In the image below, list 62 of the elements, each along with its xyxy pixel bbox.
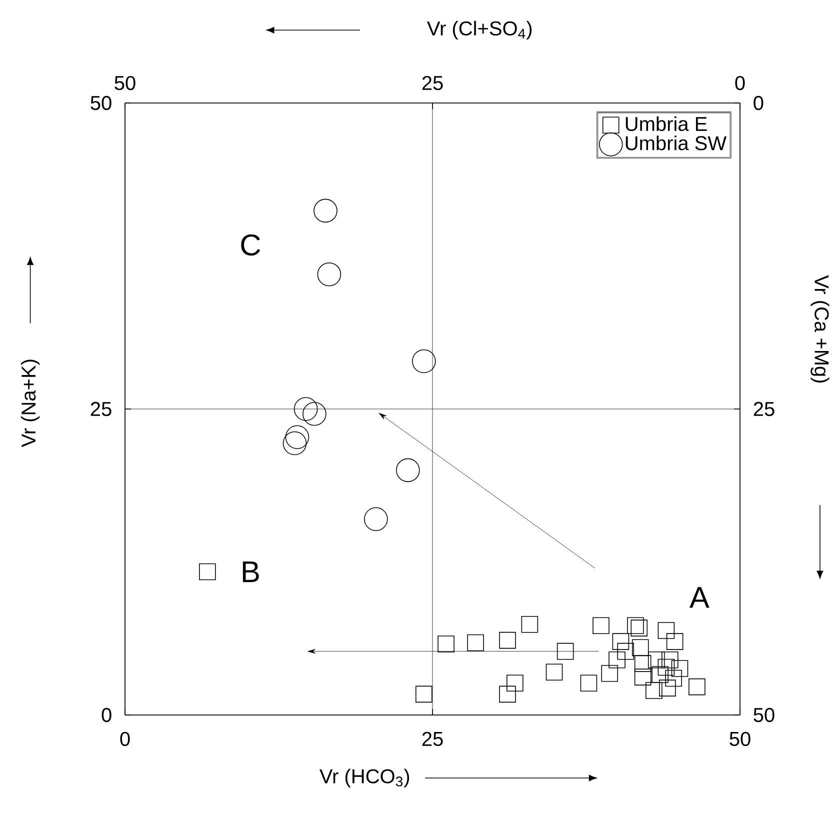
point: [521, 616, 538, 633]
x2-tick-label: 0: [735, 76, 745, 90]
y-tick-label: 50: [90, 96, 112, 110]
point: [396, 458, 420, 482]
point: [652, 666, 668, 683]
point: [506, 674, 524, 692]
point: [556, 642, 574, 660]
point: [199, 563, 216, 580]
y2-tick-label: 25: [754, 402, 774, 416]
x-tick-label: 50: [730, 732, 750, 746]
point: [617, 642, 634, 660]
legend-label: Umbria SW: [626, 136, 726, 150]
point: [658, 658, 675, 676]
point: [294, 397, 318, 421]
point: [412, 349, 436, 374]
point: [608, 652, 626, 668]
y2-tick-label: 50: [754, 708, 774, 722]
point: [546, 664, 563, 681]
point: [467, 634, 484, 652]
point: [601, 664, 618, 682]
point: [302, 402, 326, 426]
point: [314, 198, 338, 223]
point: [648, 652, 665, 668]
point: [662, 652, 678, 668]
point: [285, 425, 310, 450]
point: [364, 507, 388, 532]
point: [282, 431, 307, 456]
x-tick-label: 0: [120, 732, 130, 746]
point: [580, 674, 598, 692]
x-axis-title: Vr (HCO$_{3}$): [320, 768, 410, 788]
annotation: A: [689, 587, 710, 608]
y-tick-label: 0: [102, 708, 112, 722]
point: [666, 633, 684, 650]
point: [627, 617, 644, 634]
point: [634, 655, 652, 672]
y-axis-title: Vr (Na+K): [20, 360, 40, 448]
x2-axis-title: Vr (Cl+SO$_{4}$): [427, 20, 532, 40]
point: [671, 660, 688, 677]
point: [499, 686, 516, 703]
y-tick-label: 25: [90, 402, 112, 416]
annotation: C: [241, 234, 260, 256]
point: [612, 633, 630, 650]
point: [415, 686, 432, 703]
x-tick-label: 25: [422, 732, 443, 746]
y2-axis-title: Vr (Ca +Mg): [810, 275, 830, 383]
point: [499, 632, 516, 649]
point: [665, 670, 682, 687]
y2-tick-label: 0: [754, 96, 764, 110]
point: [659, 680, 676, 696]
point: [592, 617, 610, 634]
annotation: B: [242, 561, 259, 582]
point: [630, 620, 648, 636]
x2-tick-label: 25: [422, 76, 443, 90]
point: [634, 668, 652, 686]
legend-label: Umbria E: [626, 116, 707, 132]
point: [646, 682, 662, 699]
point: [438, 636, 454, 652]
point: [632, 639, 649, 656]
point: [688, 678, 706, 696]
point: [317, 262, 342, 286]
point: [658, 622, 675, 639]
x2-tick-label: 50: [114, 76, 136, 90]
